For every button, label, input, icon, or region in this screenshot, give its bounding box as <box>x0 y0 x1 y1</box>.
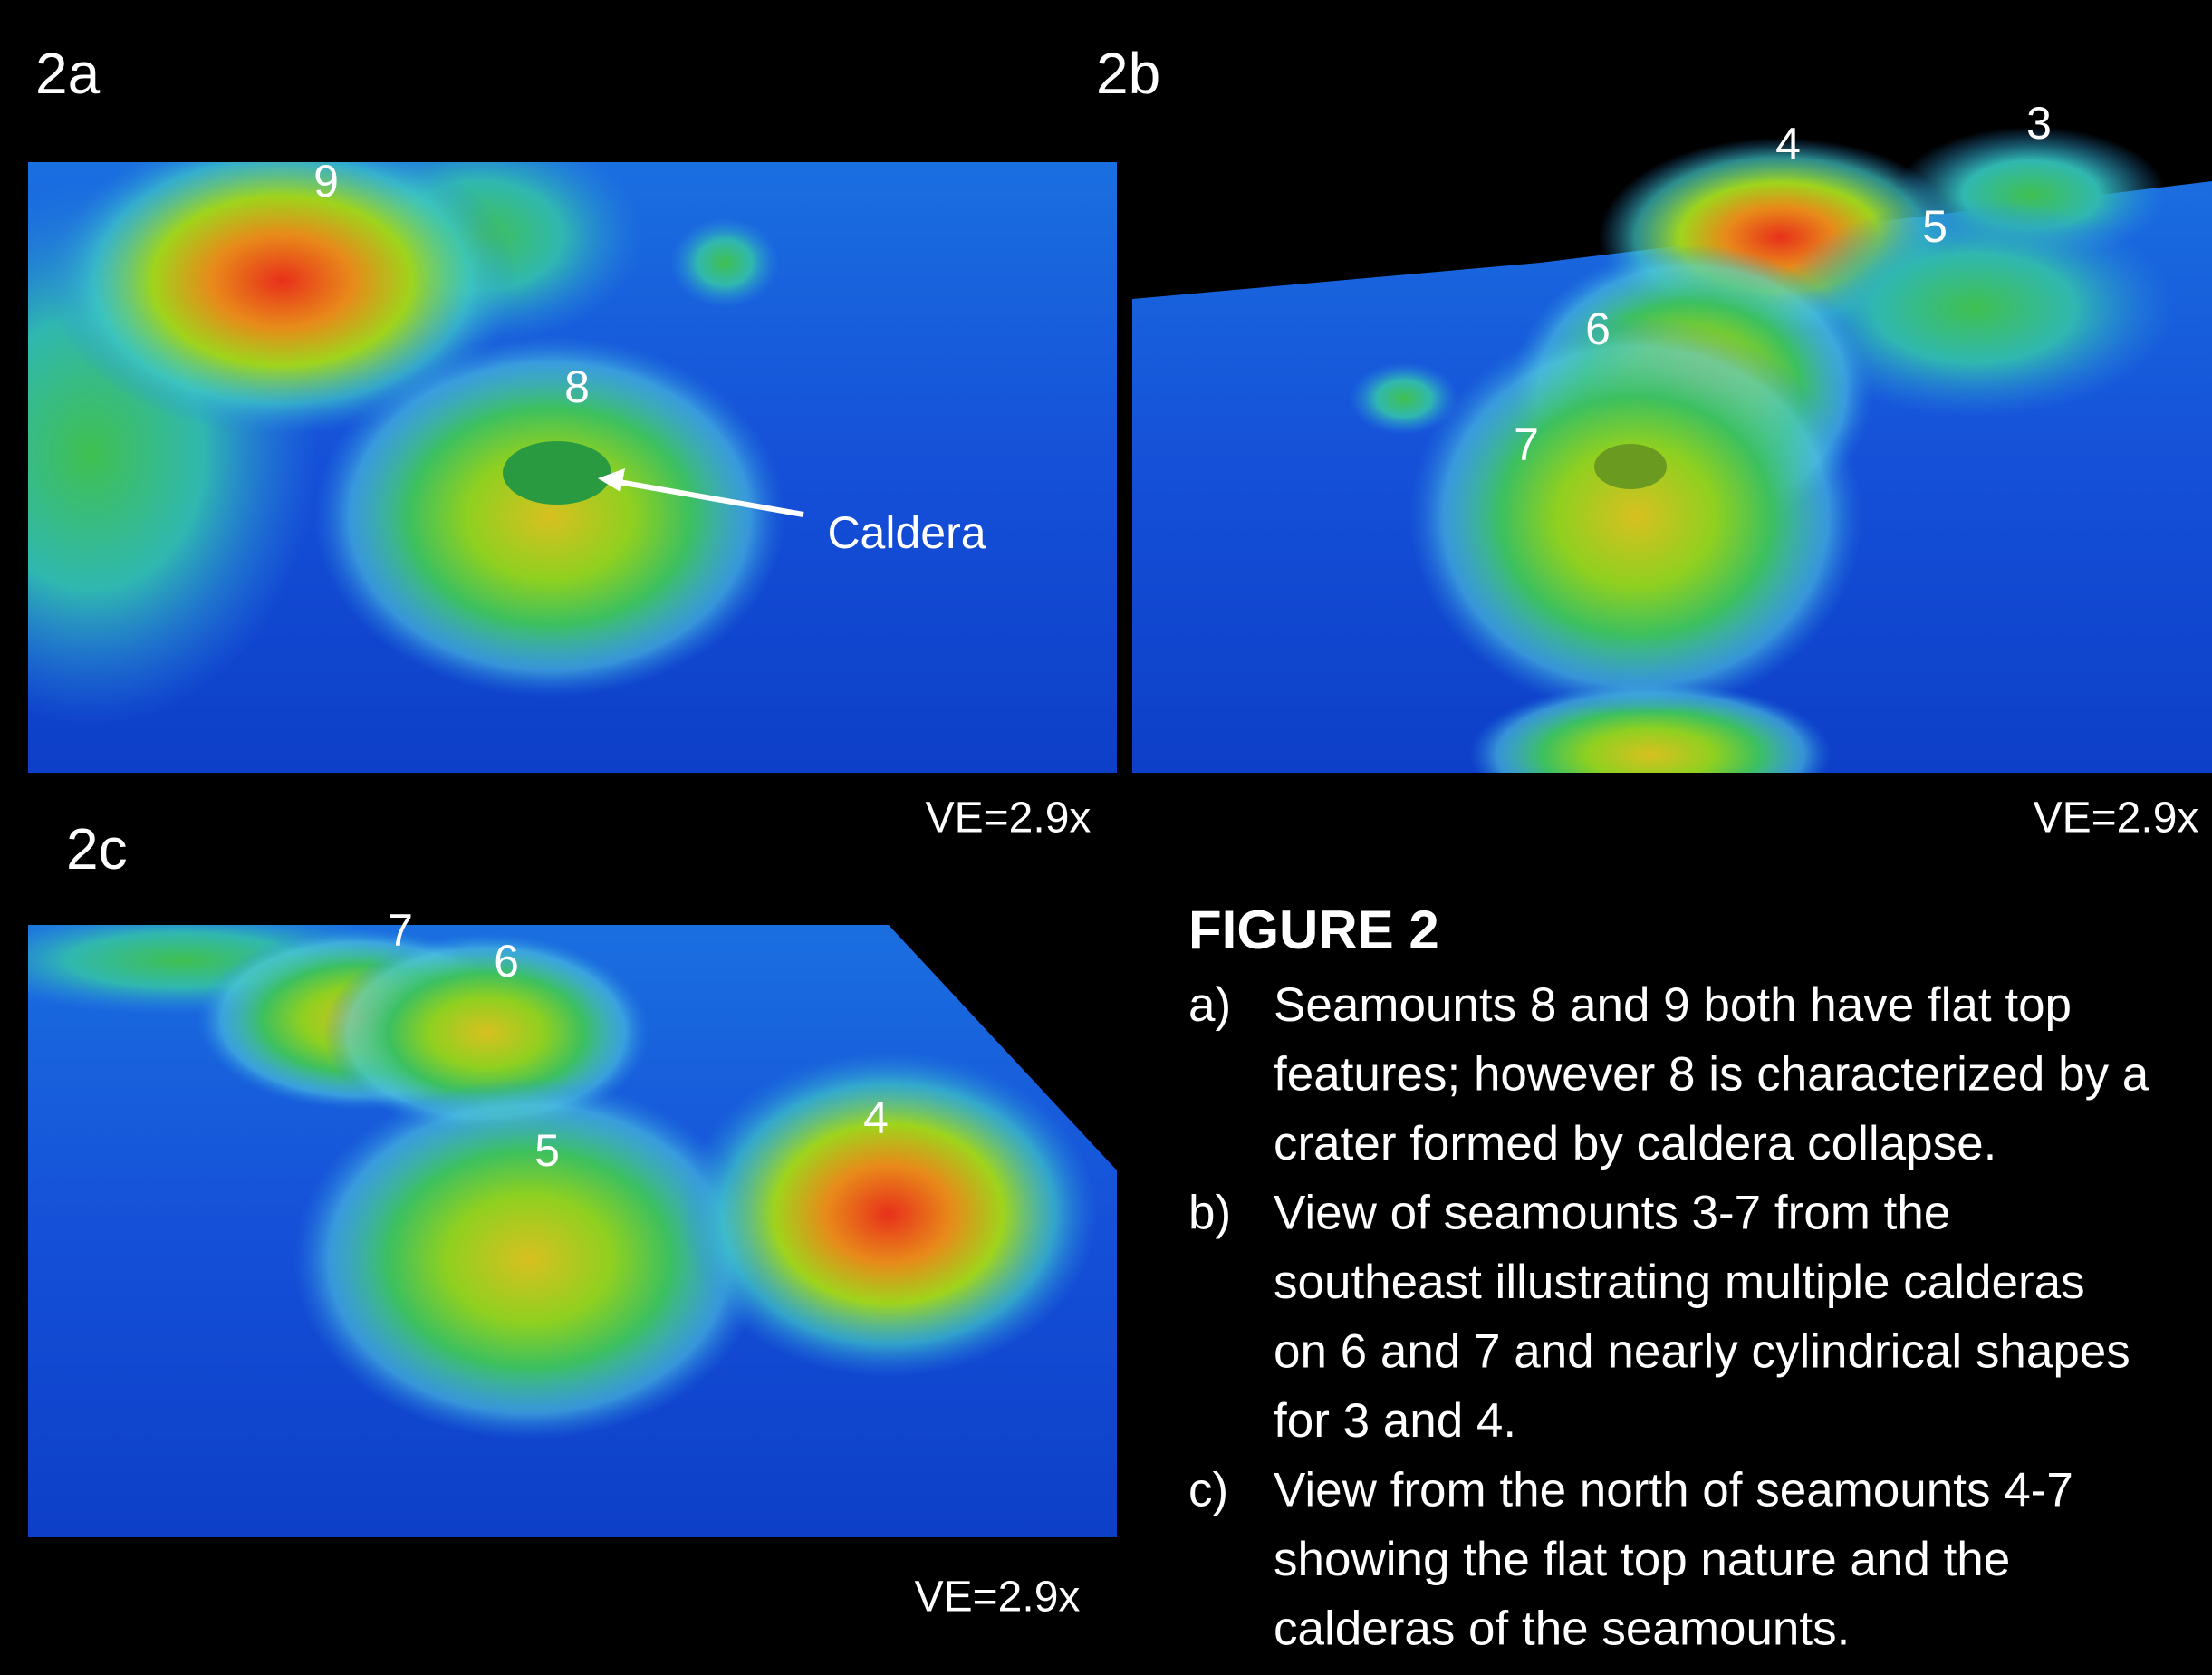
panel-label: 2b <box>1096 41 1160 106</box>
seamount-label: 5 <box>534 1125 560 1176</box>
caption-line: for 3 and 4. <box>1274 1394 1516 1448</box>
seamount-label: 8 <box>564 361 590 412</box>
seamount-label: 7 <box>388 905 413 956</box>
caption-line: southeast illustrating multiple calderas <box>1274 1256 2085 1309</box>
seamount-label: 7 <box>1514 419 1539 470</box>
seamount-label: 4 <box>863 1093 889 1143</box>
caption-line: features; however 8 is characterized by … <box>1274 1048 2149 1102</box>
caption-line: View of seamounts 3-7 from the <box>1274 1187 1950 1240</box>
seamount-label: 6 <box>1585 303 1611 354</box>
caption-line: crater formed by caldera collapse. <box>1274 1117 1996 1170</box>
annotation: Caldera <box>827 507 986 558</box>
seamount-label: 4 <box>1775 119 1801 169</box>
caption-title: FIGURE 2 <box>1188 900 1439 960</box>
caption-line: on 6 and 7 and nearly cylindrical shapes <box>1274 1325 2130 1379</box>
panel-label: 2c <box>66 816 128 881</box>
caption-marker: c) <box>1188 1464 1228 1517</box>
caption-list: a) Seamounts 8 and 9 both have flat top fe… <box>1188 978 2149 1656</box>
page: 2a 2b 2c 9 8 Caldera 4 3 5 6 7 7 6 5 4 V… <box>0 0 2212 1675</box>
seamount-label: 9 <box>313 156 339 207</box>
caption-marker: a) <box>1188 978 1231 1032</box>
bathymetry-b <box>1132 127 2212 827</box>
caption-line: calderas of the seamounts. <box>1274 1603 1850 1656</box>
ve-label: VE=2.9x <box>926 794 1092 842</box>
bathymetry-c <box>0 906 1117 1537</box>
seamount-label: 6 <box>494 936 519 987</box>
figure: 2a 2b 2c 9 8 Caldera 4 3 5 6 7 7 6 5 4 V… <box>0 0 2212 1675</box>
caption-line: Seamounts 8 and 9 both have flat top <box>1274 978 2072 1032</box>
ve-label: VE=2.9x <box>915 1574 1081 1622</box>
seamount-label: 5 <box>1922 201 1948 252</box>
caption-marker: b) <box>1188 1187 1231 1240</box>
panel-label: 2a <box>35 41 101 106</box>
caption-line: showing the flat top nature and the <box>1274 1533 2010 1586</box>
bathymetry-a <box>0 127 1117 773</box>
ve-label: VE=2.9x <box>2034 794 2199 842</box>
caption-line: View from the north of seamounts 4-7 <box>1274 1464 2073 1517</box>
seamount-label: 3 <box>2026 98 2052 149</box>
